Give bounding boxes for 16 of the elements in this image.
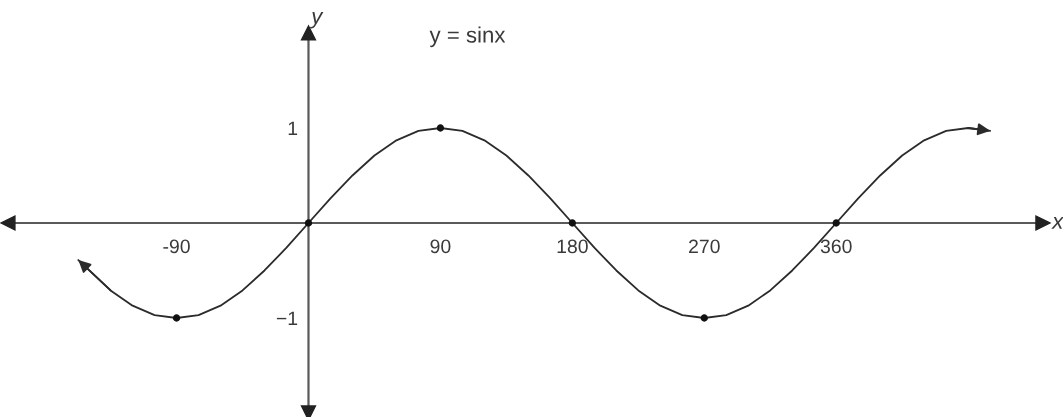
- x-tick-label: -90: [163, 239, 190, 254]
- point: [568, 219, 577, 227]
- y-tick-label: 1: [288, 121, 298, 136]
- x-tick-label: 360: [820, 239, 852, 254]
- y-tick-label: −1: [276, 311, 298, 326]
- y-axis-title: y: [309, 12, 324, 29]
- x-tick-label: 180: [557, 239, 588, 254]
- x-axis-title: x: [1051, 217, 1063, 229]
- point: [832, 219, 840, 227]
- point: [700, 314, 708, 322]
- point: [436, 124, 445, 132]
- point: [304, 219, 313, 227]
- x-tick-label: 270: [689, 239, 720, 254]
- chart-title: y = sinx: [429, 26, 506, 48]
- point: [172, 314, 181, 322]
- x-tick-label: 90: [430, 239, 451, 254]
